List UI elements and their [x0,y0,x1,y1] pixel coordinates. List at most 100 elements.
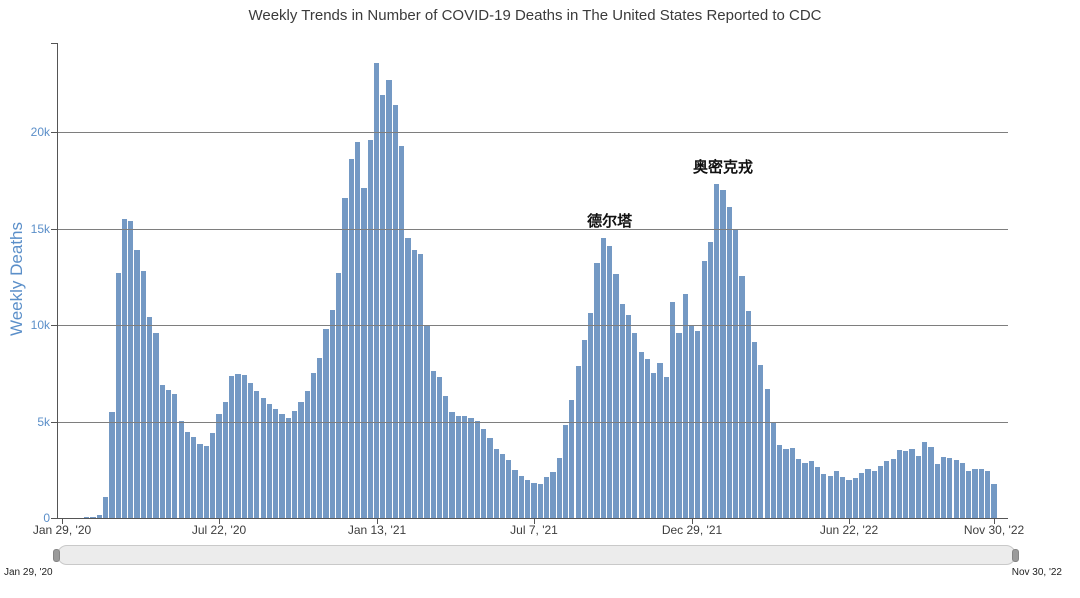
bar[interactable] [934,464,940,518]
bar[interactable] [852,478,858,518]
bar[interactable] [235,374,241,518]
bar[interactable] [506,460,512,518]
bar[interactable] [890,459,896,518]
bar[interactable] [241,375,247,518]
bar[interactable] [417,254,424,518]
bar[interactable] [846,480,852,518]
bar[interactable] [462,416,468,518]
bar[interactable] [172,394,178,518]
bar[interactable] [254,391,260,518]
bar[interactable] [228,376,235,518]
bar[interactable] [758,365,764,518]
bar[interactable] [733,230,739,518]
bar[interactable] [443,396,449,518]
bar[interactable] [279,414,285,518]
bar[interactable] [512,470,518,518]
bar[interactable] [84,517,90,518]
bar[interactable] [96,515,102,518]
bar[interactable] [336,273,342,518]
bar[interactable] [222,402,228,518]
bar[interactable] [493,449,499,518]
bar[interactable] [840,477,846,518]
bar[interactable] [682,294,688,518]
navigator-scrollbar[interactable] [57,545,1016,565]
bar[interactable] [707,242,714,518]
bar[interactable] [537,484,543,518]
bar[interactable] [947,458,953,518]
bar[interactable] [966,471,972,518]
bar[interactable] [720,190,726,518]
bar[interactable] [613,274,619,518]
bar[interactable] [203,446,210,518]
bar[interactable] [304,391,310,518]
bar[interactable] [543,477,550,518]
bar[interactable] [985,471,991,518]
bar[interactable] [197,444,203,518]
bar[interactable] [884,461,890,518]
bar[interactable] [310,373,317,518]
bar[interactable] [865,469,871,518]
bar[interactable] [449,412,455,518]
bar[interactable] [569,400,575,518]
bar[interactable] [247,383,254,518]
bar[interactable] [455,416,462,518]
bar[interactable] [165,390,172,518]
bar[interactable] [386,80,392,518]
bar[interactable] [128,221,134,518]
bar[interactable] [354,142,361,518]
bar[interactable] [487,438,493,518]
bar[interactable] [550,472,556,518]
bar[interactable] [102,497,109,518]
bar[interactable] [764,389,770,518]
bar[interactable] [821,474,827,518]
bar[interactable] [588,313,594,518]
bar[interactable] [808,461,814,518]
bar[interactable] [676,333,682,518]
bar[interactable] [619,304,625,518]
bar[interactable] [285,418,291,518]
bar[interactable] [348,159,354,518]
bar[interactable] [436,377,443,518]
bar[interactable] [739,276,745,518]
bar[interactable] [632,333,638,518]
bar[interactable] [915,456,921,518]
bar[interactable] [178,421,184,518]
bar[interactable] [903,451,909,518]
bar[interactable] [745,311,751,518]
bar[interactable] [859,473,865,518]
bar[interactable] [342,198,348,518]
bar[interactable] [531,483,537,518]
bar[interactable] [134,250,140,518]
bar[interactable] [644,359,651,518]
bar[interactable] [184,432,191,518]
bar[interactable] [392,105,399,518]
bar[interactable] [317,358,323,518]
bar[interactable] [928,447,934,518]
bar[interactable] [909,449,915,518]
bar[interactable] [871,471,877,518]
bar[interactable] [877,466,884,518]
bar[interactable] [147,317,153,518]
bar[interactable] [323,329,329,518]
bar[interactable] [638,352,644,518]
bar[interactable] [266,404,273,518]
bar[interactable] [670,302,676,518]
bar[interactable] [581,340,588,518]
bar[interactable] [140,271,146,518]
bar[interactable] [695,331,701,518]
bar[interactable] [115,273,121,518]
bar[interactable] [399,146,405,518]
bar[interactable] [191,437,197,518]
bar[interactable] [940,457,947,518]
bar[interactable] [373,63,380,518]
bar[interactable] [556,458,562,518]
bar[interactable] [959,463,966,518]
bar[interactable] [575,366,581,518]
bar[interactable] [600,238,606,518]
bar[interactable] [814,467,821,518]
bar[interactable] [777,445,783,518]
bar[interactable] [474,421,480,518]
bar[interactable] [978,469,984,518]
bar[interactable] [607,246,613,518]
bar[interactable] [292,411,298,518]
